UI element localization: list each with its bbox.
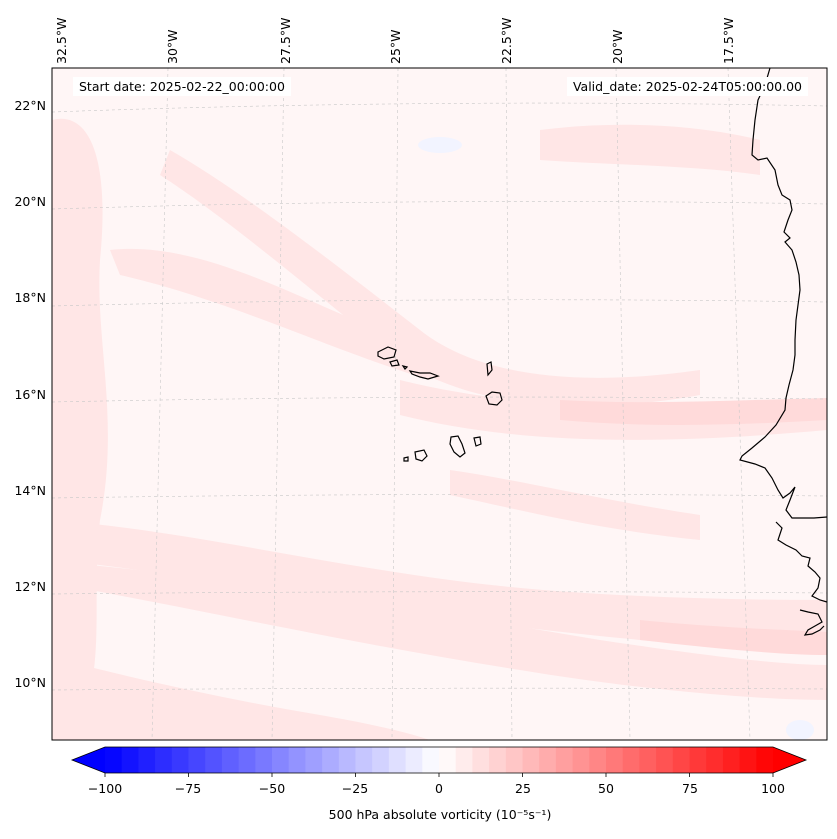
colorbar-tick: 75 bbox=[682, 781, 698, 796]
colorbar-segment bbox=[555, 747, 574, 773]
start-date-label: Start date: 2025-02-22_00:00:00 bbox=[73, 77, 291, 96]
island-brava bbox=[403, 456, 409, 462]
lat-label: 10°N bbox=[14, 675, 46, 690]
colorbar-segment bbox=[539, 747, 557, 773]
vorticity-field-strong bbox=[560, 398, 827, 655]
colorbar bbox=[70, 746, 808, 777]
lon-label: 22.5°W bbox=[499, 17, 514, 64]
colorbar-segment bbox=[138, 747, 156, 773]
colorbar-segment bbox=[105, 747, 123, 773]
colorbar-tick: 25 bbox=[515, 781, 531, 796]
valid-date-label: Valid_date: 2025-02-24T05:00:00.00 bbox=[566, 77, 808, 96]
colorbar-segment bbox=[272, 747, 290, 773]
colorbar-segment bbox=[355, 747, 373, 773]
colorbar-segment bbox=[121, 747, 139, 773]
island-sal bbox=[486, 361, 493, 377]
lon-label: 32.5°W bbox=[54, 17, 69, 64]
island-sao-nicolau bbox=[408, 370, 440, 380]
colorbar-segment bbox=[689, 747, 707, 773]
lat-label: 20°N bbox=[14, 194, 46, 209]
colorbar-tick: 50 bbox=[598, 781, 614, 796]
lat-label: 22°N bbox=[14, 98, 46, 113]
colorbar-segment bbox=[439, 747, 457, 773]
colorbar-tick: −50 bbox=[258, 781, 286, 796]
lat-label: 12°N bbox=[14, 579, 46, 594]
colorbar-segment bbox=[622, 747, 640, 773]
island-sao-vicente bbox=[389, 359, 400, 367]
colorbar-segment bbox=[221, 747, 240, 773]
colorbar-segment bbox=[372, 747, 390, 773]
colorbar-segment bbox=[739, 747, 757, 773]
colorbar-segment bbox=[422, 747, 440, 773]
colorbar-segment bbox=[305, 747, 323, 773]
island-maio bbox=[473, 436, 482, 447]
colorbar-segment bbox=[171, 747, 189, 773]
colorbar-segment bbox=[672, 747, 690, 773]
graticule bbox=[52, 68, 827, 740]
colorbar-segment bbox=[255, 747, 273, 773]
colorbar-segment bbox=[238, 747, 256, 773]
colorbar-segment bbox=[589, 747, 607, 773]
lat-label: 14°N bbox=[14, 483, 46, 498]
colorbar-segment bbox=[338, 747, 356, 773]
colorbar-segment bbox=[472, 747, 490, 773]
colorbar-tick: −25 bbox=[341, 781, 369, 796]
colorbar-tick: 100 bbox=[761, 781, 785, 796]
lat-label: 16°N bbox=[14, 387, 46, 402]
lat-label: 18°N bbox=[14, 290, 46, 305]
coastline bbox=[739, 68, 827, 636]
lon-label: 17.5°W bbox=[721, 17, 736, 64]
colorbar-segment bbox=[522, 747, 540, 773]
island-santa-luzia bbox=[401, 365, 409, 370]
island-fogo bbox=[414, 449, 428, 462]
colorbar-segment bbox=[155, 747, 173, 773]
island-boa-vista bbox=[485, 391, 503, 406]
colorbar-tick: 0 bbox=[435, 781, 443, 796]
map-frame bbox=[51, 67, 828, 741]
colorbar-segment bbox=[455, 747, 473, 773]
colorbar-tick: −100 bbox=[87, 781, 123, 796]
colorbar-segment bbox=[639, 747, 657, 773]
colorbar-segment bbox=[288, 747, 306, 773]
lon-label: 20°W bbox=[610, 29, 625, 64]
colorbar-segment bbox=[756, 747, 774, 773]
colorbar-segment bbox=[405, 747, 423, 773]
colorbar-max-extend bbox=[773, 747, 806, 773]
colorbar-segment bbox=[505, 747, 523, 773]
vorticity-field bbox=[52, 118, 827, 740]
colorbar-segment bbox=[205, 747, 223, 773]
lon-label: 25°W bbox=[388, 29, 403, 64]
colorbar-segment bbox=[656, 747, 674, 773]
island-santo-antao bbox=[377, 346, 397, 360]
colorbar-min-extend bbox=[72, 747, 105, 773]
colorbar-segment bbox=[489, 747, 507, 773]
lon-label: 30°W bbox=[165, 29, 180, 64]
colorbar-segment bbox=[188, 747, 206, 773]
vorticity-field-negative bbox=[418, 137, 814, 740]
colorbar-segment bbox=[722, 747, 741, 773]
colorbar-segment bbox=[706, 747, 724, 773]
island-santiago bbox=[449, 435, 466, 458]
colorbar-segment bbox=[606, 747, 624, 773]
colorbar-tick: −75 bbox=[174, 781, 202, 796]
colorbar-segment bbox=[322, 747, 340, 773]
colorbar-segment bbox=[572, 747, 590, 773]
islands bbox=[377, 346, 503, 462]
colorbar-segment bbox=[388, 747, 407, 773]
lon-label: 27.5°W bbox=[278, 17, 293, 64]
colorbar-label: 500 hPa absolute vorticity (10⁻⁵s⁻¹) bbox=[328, 807, 552, 822]
